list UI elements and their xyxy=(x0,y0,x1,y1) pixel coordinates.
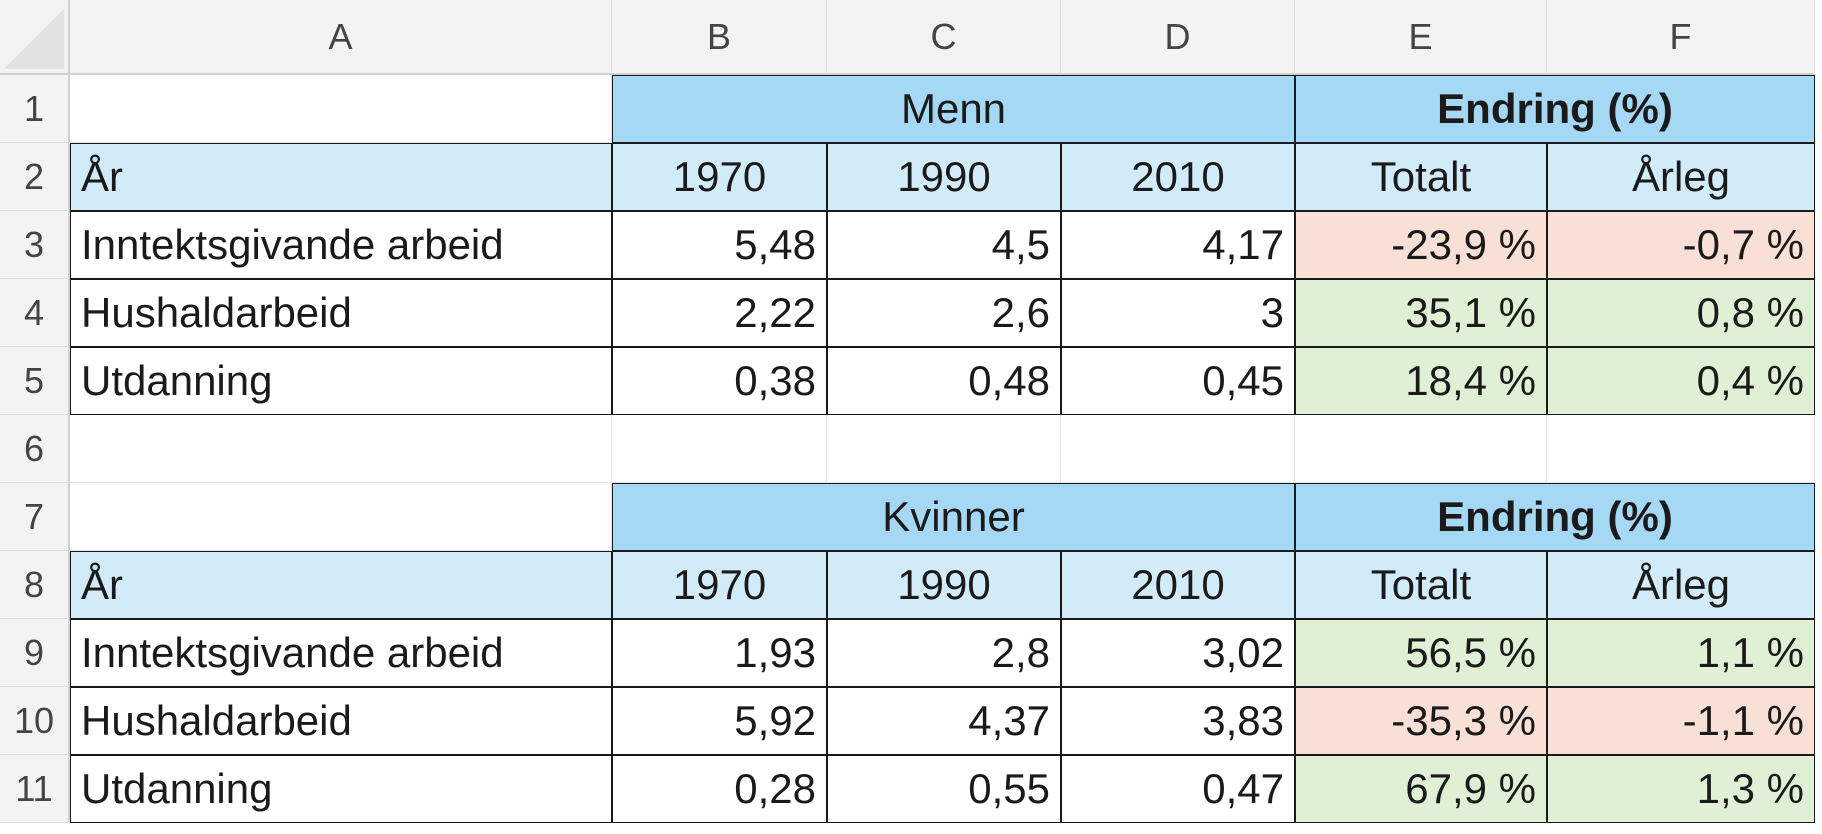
row-header-5[interactable]: 5 xyxy=(0,347,70,415)
total-change-cell[interactable]: -23,9 % xyxy=(1295,211,1547,279)
row-header-4[interactable]: 4 xyxy=(0,279,70,347)
select-all-corner-icon xyxy=(4,9,64,69)
row-header-7[interactable]: 7 xyxy=(0,483,70,551)
group-header[interactable]: Kvinner xyxy=(612,483,1295,551)
year-label-cell[interactable]: År xyxy=(70,551,612,619)
value-cell[interactable]: 2,22 xyxy=(612,279,827,347)
value-cell[interactable]: 5,92 xyxy=(612,687,827,755)
cell[interactable] xyxy=(1547,415,1815,483)
change-subheader-cell[interactable]: Årleg xyxy=(1547,143,1815,211)
select-all-button[interactable] xyxy=(0,0,70,75)
annual-change-cell[interactable]: -0,7 % xyxy=(1547,211,1815,279)
value-cell[interactable]: 4,5 xyxy=(827,211,1061,279)
value-cell[interactable]: 0,45 xyxy=(1061,347,1295,415)
column-header-a[interactable]: A xyxy=(70,0,612,75)
value-cell[interactable]: 5,48 xyxy=(612,211,827,279)
column-header-d[interactable]: D xyxy=(1061,0,1295,75)
column-header-f[interactable]: F xyxy=(1547,0,1815,75)
change-header[interactable]: Endring (%) xyxy=(1295,75,1815,143)
annual-change-cell[interactable]: -1,1 % xyxy=(1547,687,1815,755)
year-header-cell[interactable]: 2010 xyxy=(1061,143,1295,211)
total-change-cell[interactable]: -35,3 % xyxy=(1295,687,1547,755)
cell[interactable] xyxy=(1061,415,1295,483)
activity-label-cell[interactable]: Utdanning xyxy=(70,755,612,823)
row-header-10[interactable]: 10 xyxy=(0,687,70,755)
change-header[interactable]: Endring (%) xyxy=(1295,483,1815,551)
change-subheader-cell[interactable]: Totalt xyxy=(1295,551,1547,619)
year-header-cell[interactable]: 1970 xyxy=(612,551,827,619)
total-change-cell[interactable]: 18,4 % xyxy=(1295,347,1547,415)
cell[interactable] xyxy=(70,75,612,143)
activity-label-cell[interactable]: Hushaldarbeid xyxy=(70,279,612,347)
group-header[interactable]: Menn xyxy=(612,75,1295,143)
row-header-8[interactable]: 8 xyxy=(0,551,70,619)
annual-change-cell[interactable]: 1,1 % xyxy=(1547,619,1815,687)
activity-label-cell[interactable]: Hushaldarbeid xyxy=(70,687,612,755)
column-header-b[interactable]: B xyxy=(612,0,827,75)
activity-label-cell[interactable]: Utdanning xyxy=(70,347,612,415)
total-change-cell[interactable]: 67,9 % xyxy=(1295,755,1547,823)
column-header-e[interactable]: E xyxy=(1295,0,1547,75)
cell[interactable] xyxy=(70,483,612,551)
activity-label-cell[interactable]: Inntektsgivande arbeid xyxy=(70,211,612,279)
cell[interactable] xyxy=(612,415,827,483)
row-header-6[interactable]: 6 xyxy=(0,415,70,483)
value-cell[interactable]: 0,38 xyxy=(612,347,827,415)
value-cell[interactable]: 4,17 xyxy=(1061,211,1295,279)
year-header-cell[interactable]: 1970 xyxy=(612,143,827,211)
year-header-cell[interactable]: 1990 xyxy=(827,551,1061,619)
annual-change-cell[interactable]: 0,8 % xyxy=(1547,279,1815,347)
value-cell[interactable]: 4,37 xyxy=(827,687,1061,755)
value-cell[interactable]: 2,8 xyxy=(827,619,1061,687)
cell[interactable] xyxy=(70,415,612,483)
row-header-1[interactable]: 1 xyxy=(0,75,70,143)
row-header-2[interactable]: 2 xyxy=(0,143,70,211)
value-cell[interactable]: 0,55 xyxy=(827,755,1061,823)
value-cell[interactable]: 2,6 xyxy=(827,279,1061,347)
change-subheader-cell[interactable]: Totalt xyxy=(1295,143,1547,211)
value-cell[interactable]: 1,93 xyxy=(612,619,827,687)
value-cell[interactable]: 3,02 xyxy=(1061,619,1295,687)
value-cell[interactable]: 0,48 xyxy=(827,347,1061,415)
annual-change-cell[interactable]: 1,3 % xyxy=(1547,755,1815,823)
total-change-cell[interactable]: 56,5 % xyxy=(1295,619,1547,687)
year-header-cell[interactable]: 1990 xyxy=(827,143,1061,211)
annual-change-cell[interactable]: 0,4 % xyxy=(1547,347,1815,415)
row-header-11[interactable]: 11 xyxy=(0,755,70,823)
row-header-3[interactable]: 3 xyxy=(0,211,70,279)
activity-label-cell[interactable]: Inntektsgivande arbeid xyxy=(70,619,612,687)
total-change-cell[interactable]: 35,1 % xyxy=(1295,279,1547,347)
change-subheader-cell[interactable]: Årleg xyxy=(1547,551,1815,619)
cell[interactable] xyxy=(827,415,1061,483)
row-header-9[interactable]: 9 xyxy=(0,619,70,687)
year-label-cell[interactable]: År xyxy=(70,143,612,211)
value-cell[interactable]: 3,83 xyxy=(1061,687,1295,755)
value-cell[interactable]: 0,47 xyxy=(1061,755,1295,823)
value-cell[interactable]: 3 xyxy=(1061,279,1295,347)
year-header-cell[interactable]: 2010 xyxy=(1061,551,1295,619)
value-cell[interactable]: 0,28 xyxy=(612,755,827,823)
column-header-c[interactable]: C xyxy=(827,0,1061,75)
cell[interactable] xyxy=(1295,415,1547,483)
